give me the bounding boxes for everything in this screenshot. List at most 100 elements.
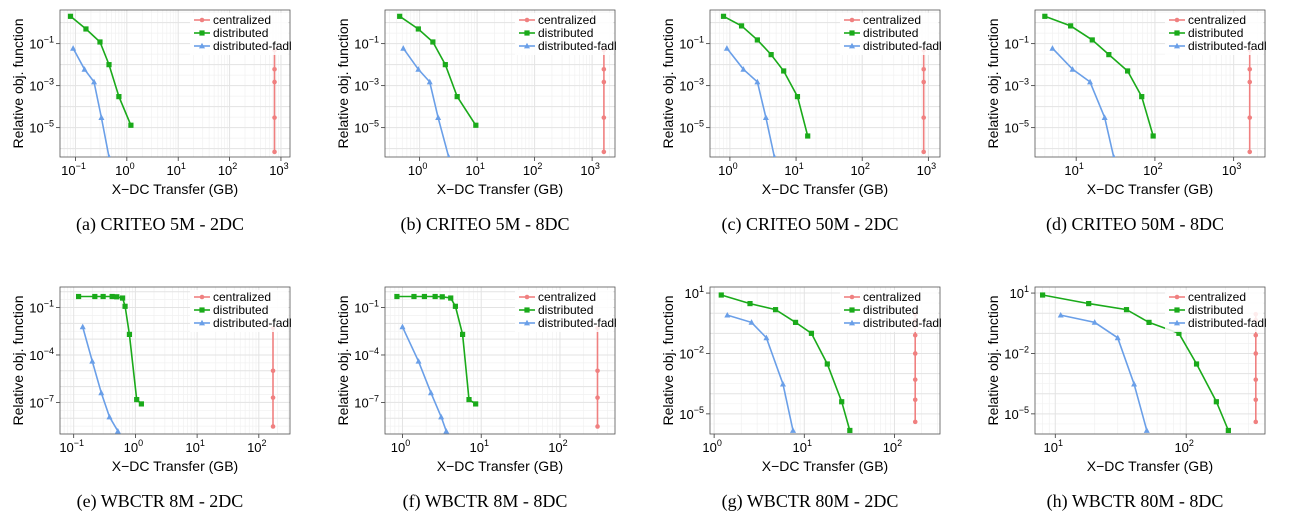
legend-marker	[524, 294, 530, 300]
data-point-distributed-fadl	[81, 66, 88, 72]
data-point-distributed	[421, 293, 428, 300]
data-point-distributed	[466, 397, 472, 403]
data-point-distributed	[1225, 427, 1231, 434]
legend-marker	[849, 307, 855, 313]
data-point-centralized	[272, 79, 277, 85]
data-point-distributed	[442, 62, 448, 68]
series-line-distributed	[78, 295, 142, 405]
data-point-distributed-fadl	[1112, 153, 1116, 157]
legend-marker	[199, 307, 205, 313]
data-point-distributed-fadl	[446, 153, 451, 157]
plot-frame	[59, 9, 291, 158]
data-point-distributed	[459, 331, 466, 338]
data-point-distributed	[97, 39, 103, 45]
legend-label-distributed-fadl: distributed-fadl	[863, 39, 942, 53]
data-point-centralized	[912, 332, 918, 338]
x-tick-label: 101	[166, 161, 185, 178]
data-point-distributed	[397, 13, 403, 19]
legend-marker	[524, 42, 530, 49]
x-axis-title: X−DC Transfer (GB)	[112, 458, 238, 474]
data-point-centralized	[1247, 115, 1253, 120]
y-tick-label: 10−5	[679, 119, 704, 136]
legend-marker	[1174, 294, 1180, 300]
series-group	[718, 292, 918, 434]
legend-marker	[849, 17, 855, 23]
data-point-distributed-fadl	[443, 428, 450, 434]
y-axis-title: Relative obj. function	[660, 296, 676, 426]
data-point-distributed	[1176, 330, 1182, 336]
data-point-distributed-fadl	[1131, 380, 1138, 387]
data-point-distributed-fadl	[70, 45, 77, 51]
data-point-distributed	[824, 361, 830, 367]
data-point-distributed-fadl	[79, 323, 86, 330]
x-tick-label: 103	[1222, 161, 1241, 178]
x-tick-label: 101	[465, 161, 484, 178]
y-tick-label: 10−5	[29, 119, 54, 136]
data-point-distributed	[1146, 319, 1152, 325]
data-point-centralized	[270, 424, 276, 429]
x-tick-label: 101	[784, 161, 803, 178]
x-tick-label: 103	[580, 161, 599, 178]
data-point-distributed-fadl	[435, 114, 442, 121]
legend-marker	[199, 42, 205, 49]
y-axis-title: Relative obj. function	[335, 19, 351, 149]
chart-caption: (b) CRITEO 5M - 8DC	[401, 214, 570, 235]
chart-panel-a: 10−1 100 101 102 10310−510−310−1centralizedd…	[10, 9, 292, 235]
legend-marker	[199, 17, 205, 23]
y-tick-label: 10−5	[354, 119, 379, 136]
data-point-distributed	[1123, 307, 1130, 313]
legend-label-distributed-fadl: distributed-fadl	[213, 316, 292, 330]
data-point-distributed-fadl	[1114, 334, 1121, 341]
legend-label-distributed: distributed	[213, 26, 268, 40]
x-tick-label: 102	[850, 161, 869, 178]
data-point-centralized	[601, 149, 607, 155]
data-point-centralized	[1247, 149, 1253, 155]
x-tick-label: 100	[115, 161, 134, 178]
x-tick-label: 102	[247, 438, 266, 455]
data-point-distributed-fadl	[724, 311, 731, 318]
data-point-distributed-fadl	[1069, 66, 1076, 72]
data-point-centralized	[595, 395, 600, 400]
data-point-centralized	[1253, 351, 1259, 356]
data-point-centralized	[921, 79, 926, 85]
legend-label-distributed-fadl: distributed-fadl	[213, 39, 292, 53]
data-point-distributed	[808, 330, 815, 336]
data-point-centralized	[921, 67, 926, 72]
data-point-distributed	[1139, 94, 1145, 100]
series-group	[1042, 13, 1253, 157]
data-point-distributed	[805, 133, 811, 139]
legend-marker	[199, 319, 205, 326]
data-point-distributed-fadl	[415, 66, 422, 72]
x-tick-label: 10−1	[59, 438, 84, 455]
plot-frame	[709, 286, 941, 435]
legend-marker	[524, 17, 530, 23]
y-tick-label: 10−5	[1004, 405, 1029, 422]
legend-label-distributed: distributed	[1188, 26, 1243, 40]
x-tick-label: 101	[185, 438, 204, 455]
data-point-centralized	[921, 115, 926, 120]
data-point-centralized	[1247, 67, 1253, 72]
legend-marker	[1174, 307, 1180, 313]
chart-caption: (e) WBCTR 8M - 2DC	[77, 491, 244, 512]
legend-label-centralized: centralized	[538, 290, 596, 304]
x-tick-label: 101	[469, 438, 488, 455]
data-point-distributed-fadl	[438, 413, 445, 420]
data-point-distributed	[415, 26, 421, 32]
data-point-distributed	[839, 399, 845, 405]
data-point-distributed	[439, 294, 445, 300]
x-tick-label: 103	[917, 161, 936, 178]
data-point-distributed	[1125, 68, 1131, 74]
data-point-distributed-fadl	[740, 66, 747, 72]
data-point-centralized	[272, 67, 277, 72]
data-point-distributed	[67, 13, 74, 19]
y-axis-title: Relative obj. function	[10, 19, 26, 149]
y-tick-label: 10−1	[1004, 35, 1029, 52]
legend-marker	[524, 307, 530, 313]
